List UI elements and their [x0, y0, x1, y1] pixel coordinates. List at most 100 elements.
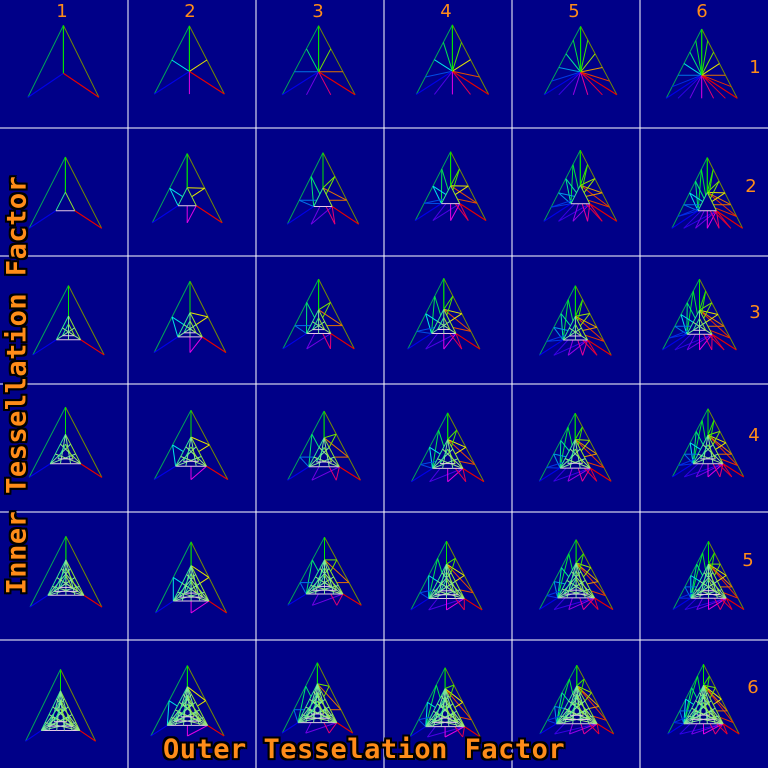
cell-triangle-inner-5-outer-1 [29, 536, 103, 608]
outer-factor-label: 2 [184, 1, 196, 22]
outer-subdivision-line [686, 334, 696, 351]
inner-ring-edge [55, 191, 66, 211]
outer-subdivision-line [667, 723, 685, 735]
outer-subdivision-line [171, 316, 185, 326]
outer-subdivision-line [551, 203, 571, 208]
outer-subdivision-line [150, 724, 168, 737]
triangle-right-edge [579, 149, 618, 222]
outer-subdivision-line [336, 722, 353, 734]
outer-subdivision-line [689, 442, 701, 450]
outer-subdivision-line [155, 600, 174, 614]
outer-subdivision-line [428, 575, 438, 582]
triangle-left-edge [28, 156, 66, 229]
outer-subdivision-line [553, 597, 595, 611]
triangle-right-edge [575, 539, 614, 610]
outer-subdivision-line [454, 726, 464, 738]
outer-subdivision-line [420, 464, 433, 469]
outer-subdivision-line [305, 722, 337, 734]
outer-subdivision-line [560, 313, 571, 327]
cell-triangle-inner-6-outer-6 [667, 664, 740, 735]
inner-ring-edge [60, 708, 68, 722]
outer-subdivision-line [690, 564, 698, 599]
outer-subdivision-line [558, 67, 581, 73]
outer-subdivision-line [451, 429, 458, 447]
outer-subdivision-line [423, 198, 444, 204]
outer-subdivision-line [565, 178, 572, 204]
inner-ring-edge [324, 574, 332, 587]
outer-subdivision-line [187, 724, 208, 737]
outer-subdivision-line [679, 710, 685, 724]
outer-subdivision-line [452, 59, 471, 72]
outer-subdivision-line [684, 597, 727, 611]
outer-subdivision-line [317, 683, 342, 711]
inner-ring-edge [690, 563, 709, 599]
cell-triangle-inner-3-outer-5 [538, 285, 612, 356]
cell-triangle-inner-5-outer-5 [538, 539, 614, 611]
outer-subdivision-line [674, 333, 713, 351]
cell-triangle-inner-4-outer-4 [410, 412, 485, 483]
outer-subdivision-line [567, 426, 573, 446]
outer-subdivision-line [187, 187, 205, 189]
outer-subdivision-line [189, 70, 225, 95]
outer-subdivision-line [579, 313, 591, 327]
outer-subdivision-line [707, 191, 725, 194]
outer-subdivision-line [443, 333, 457, 350]
outer-subdivision-line [592, 715, 607, 721]
inner-ring-edge [703, 702, 711, 716]
inner-ring-edge [190, 436, 207, 467]
outer-subdivision-line [425, 70, 453, 78]
outer-subdivision-line [575, 313, 590, 317]
triangle-left-edge [415, 24, 453, 95]
inner-ring-edge [40, 690, 61, 731]
inner-ring-edge [689, 693, 704, 720]
inner-ring-edge [692, 434, 709, 464]
outer-subdivision-line [425, 333, 438, 350]
inner-ring-edge [65, 443, 74, 460]
inner-ring-edge [173, 695, 188, 722]
outer-subdivision-line [707, 434, 739, 466]
inner-ring-edge [576, 702, 584, 716]
outer-subdivision-line [574, 426, 583, 440]
triangle-right-edge [65, 406, 103, 478]
inner-ring-edge [700, 444, 709, 460]
inner-ring-edge [305, 559, 325, 595]
outer-subdivision-line [725, 597, 733, 610]
outer-subdivision-line [695, 463, 724, 478]
outer-subdivision-line [282, 333, 307, 350]
outer-subdivision-line [425, 684, 437, 727]
outer-subdivision-line [558, 203, 591, 222]
outer-subdivision-line [306, 333, 332, 350]
inner-ring-edge [559, 439, 576, 469]
outer-subdivision-line [546, 461, 564, 469]
outer-subdivision-line [547, 715, 561, 721]
triangle-right-edge [64, 156, 103, 229]
outer-subdivision-line [707, 430, 721, 436]
outer-subdivision-line [457, 198, 478, 204]
outer-subdivision-line [582, 339, 589, 356]
outer-subdivision-line [425, 333, 457, 350]
triangle-right-edge [65, 536, 103, 608]
outer-subdivision-line [577, 467, 583, 482]
outer-subdivision-line [543, 71, 581, 96]
outer-subdivision-line [299, 199, 314, 207]
outer-subdivision-line [596, 723, 600, 735]
outer-subdivision-line [311, 433, 320, 448]
outer-subdivision-line [407, 333, 432, 350]
outer-subdivision-line [416, 327, 435, 332]
outer-subdivision-line [195, 316, 209, 326]
triangle-right-edge [576, 664, 615, 735]
outer-subdivision-line [425, 702, 428, 727]
outer-subdivision-line [328, 722, 338, 734]
outer-subdivision-line [558, 192, 575, 197]
outer-subdivision-line [452, 327, 471, 332]
inner-ring-edge [575, 578, 583, 591]
outer-subdivision-line [151, 205, 179, 224]
outer-subdivision-line [692, 290, 698, 315]
outer-subdivision-line [701, 40, 709, 76]
outer-subdivision-line [446, 563, 465, 576]
outer-subdivision-line [558, 71, 581, 96]
outer-subdivision-line [701, 51, 715, 76]
outer-subdivision-line [454, 701, 463, 708]
inner-ring-edge [304, 692, 318, 719]
triangle-left-edge [282, 278, 320, 350]
